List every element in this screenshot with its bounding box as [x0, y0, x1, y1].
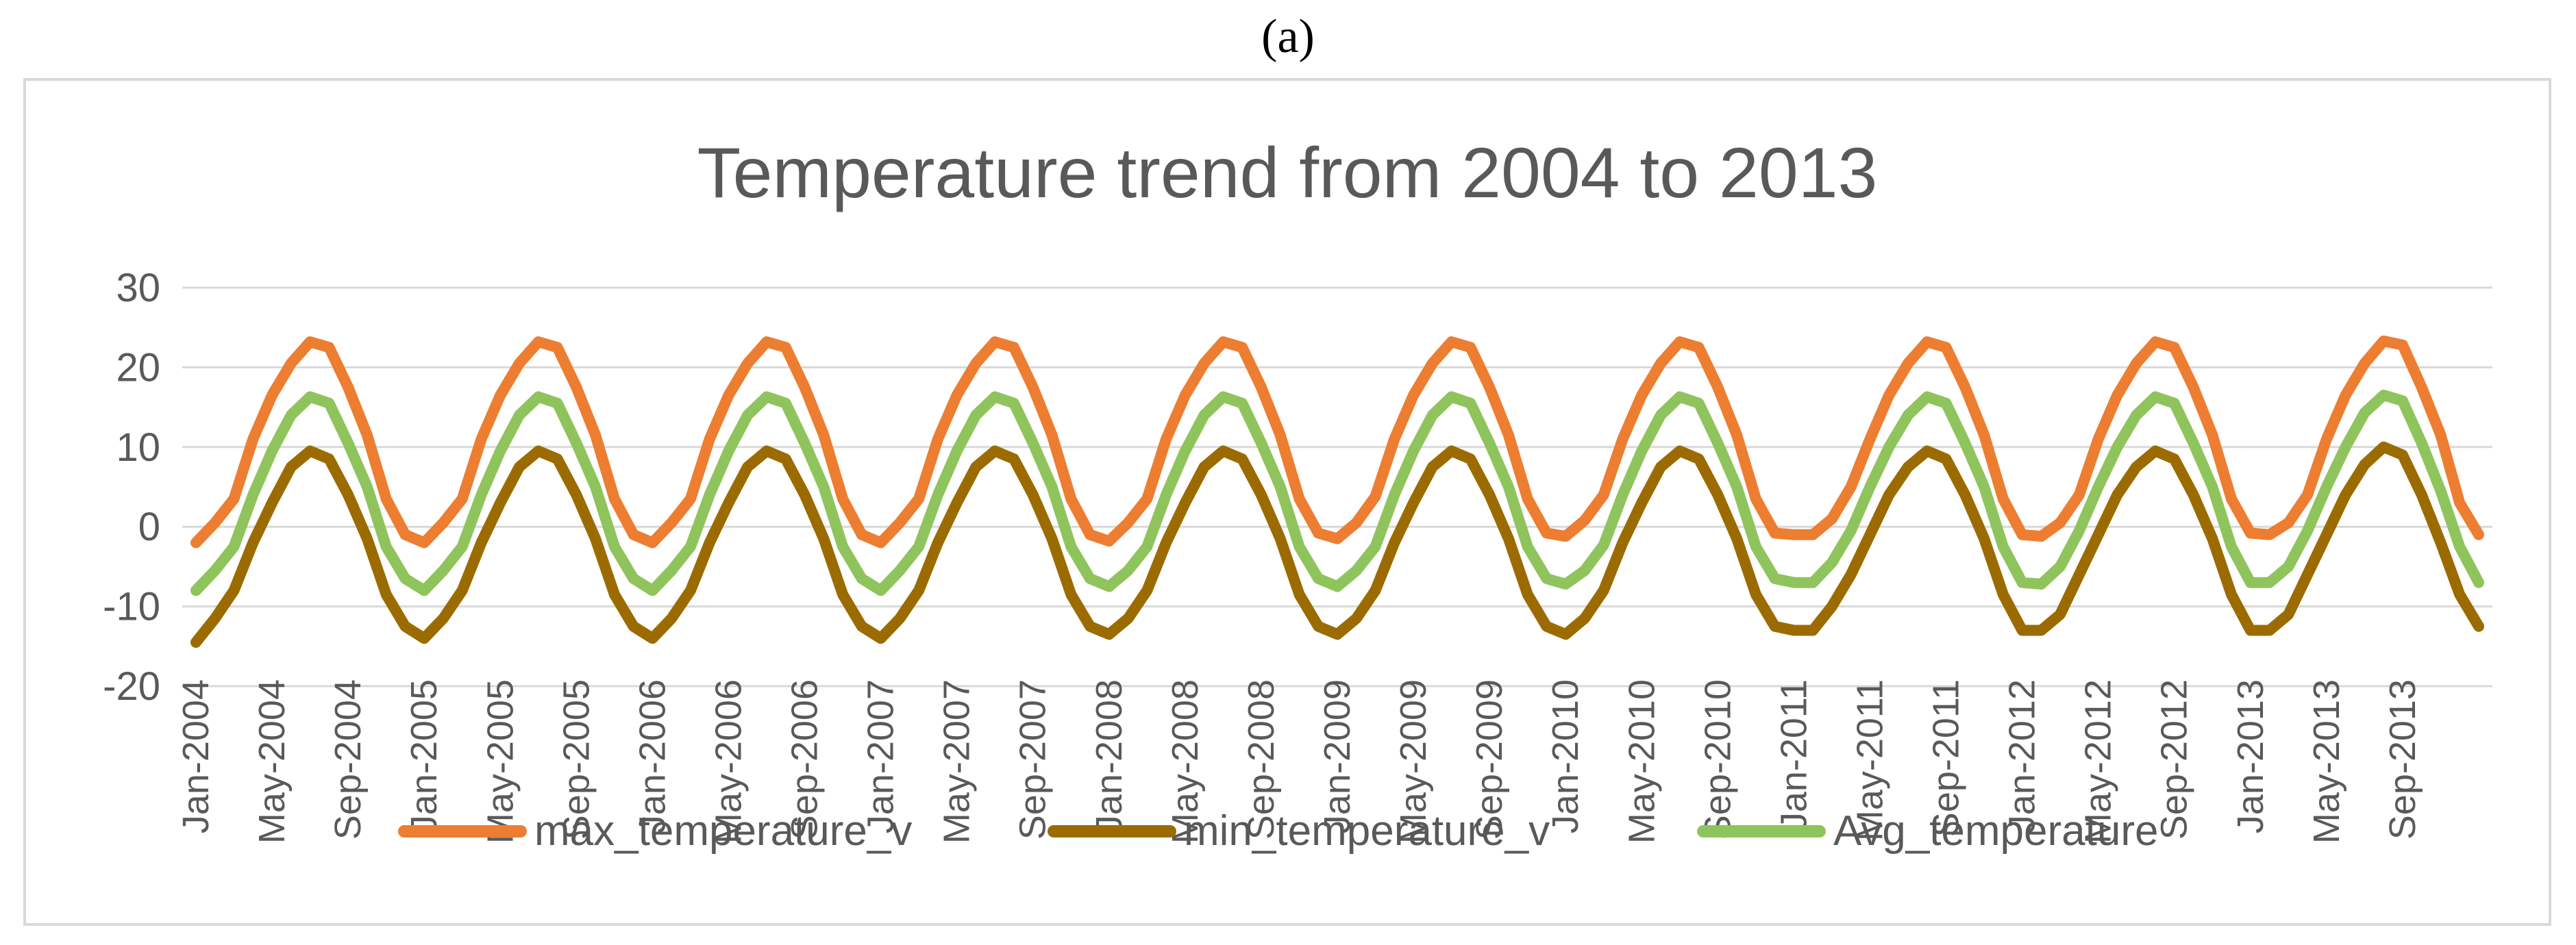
chart-title: Temperature trend from 2004 to 2013 [697, 134, 1878, 213]
x-tick-label: May-2004 [251, 679, 293, 844]
x-tick-label: Sep-2012 [2154, 679, 2195, 840]
x-tick-label: Sep-2006 [784, 679, 826, 840]
x-tick-label: Sep-2010 [1697, 679, 1738, 840]
x-tick-label: Jan-2005 [404, 679, 445, 833]
x-tick-label: Sep-2011 [1926, 679, 1967, 837]
series-line-max-temperature-v [190, 336, 2484, 549]
y-tick-label: 10 [116, 425, 160, 470]
x-axis: Jan-2004 May-2004 Sep-2004 Jan-2005 May-2005… [175, 679, 2423, 844]
x-tick-label: May-2013 [2306, 679, 2347, 844]
x-tick-label: Sep-2008 [1241, 679, 1282, 840]
y-tick-label: -20 [103, 664, 160, 709]
line-chart: Temperature trend from 2004 to 2013 30 20… [103, 134, 2492, 855]
x-tick-label: Sep-2013 [2382, 679, 2423, 840]
legend: max_temperature_v min_temperature_v Avg_te… [398, 807, 2158, 855]
x-tick-label: Jan-2006 [632, 679, 673, 833]
y-tick-label: 20 [116, 345, 160, 390]
x-tick-label: May-2005 [480, 679, 521, 844]
x-tick-label: Sep-2007 [1013, 679, 1054, 840]
x-tick-label: May-2011 [1849, 679, 1890, 841]
x-tick-label: Jan-2010 [1545, 679, 1586, 833]
legend-label: Avg_temperature [1833, 807, 2158, 855]
x-tick-label: Jan-2004 [175, 679, 216, 833]
x-tick-label: Jan-2009 [1317, 679, 1358, 833]
figure-label: (a) [1261, 10, 1315, 63]
y-tick-label: 0 [138, 505, 160, 549]
legend-label: max_temperature_v [534, 807, 912, 855]
series-line-avg-temperature [190, 390, 2484, 596]
x-tick-label: Sep-2005 [556, 679, 597, 840]
x-tick-label: Jan-2013 [2230, 679, 2271, 833]
chart-area: Temperature trend from 2004 to 2013 30 20… [23, 78, 2551, 926]
x-tick-label: May-2009 [1393, 679, 1434, 844]
x-tick-label: Sep-2004 [327, 679, 369, 840]
x-tick-label: Jan-2012 [2002, 679, 2043, 833]
x-tick-label: Sep-2009 [1469, 679, 1510, 840]
y-tick-label: -10 [103, 585, 160, 629]
legend-label: min_temperature_v [1184, 807, 1550, 855]
x-tick-label: Jan-2008 [1089, 679, 1130, 833]
x-tick-label: Jan-2011 [1773, 679, 1814, 831]
x-tick-label: May-2010 [1621, 679, 1662, 844]
y-axis: 30 20 10 0 -10 -20 [103, 266, 160, 709]
series-line-min-temperature-v [190, 441, 2484, 648]
x-tick-label: May-2007 [937, 679, 978, 844]
series-lines [190, 336, 2484, 648]
x-tick-label: Jan-2007 [860, 679, 902, 833]
x-tick-label: May-2012 [2078, 679, 2119, 844]
x-tick-label: May-2008 [1165, 679, 1206, 844]
y-tick-label: 30 [116, 266, 160, 310]
x-tick-label: May-2006 [708, 679, 749, 844]
